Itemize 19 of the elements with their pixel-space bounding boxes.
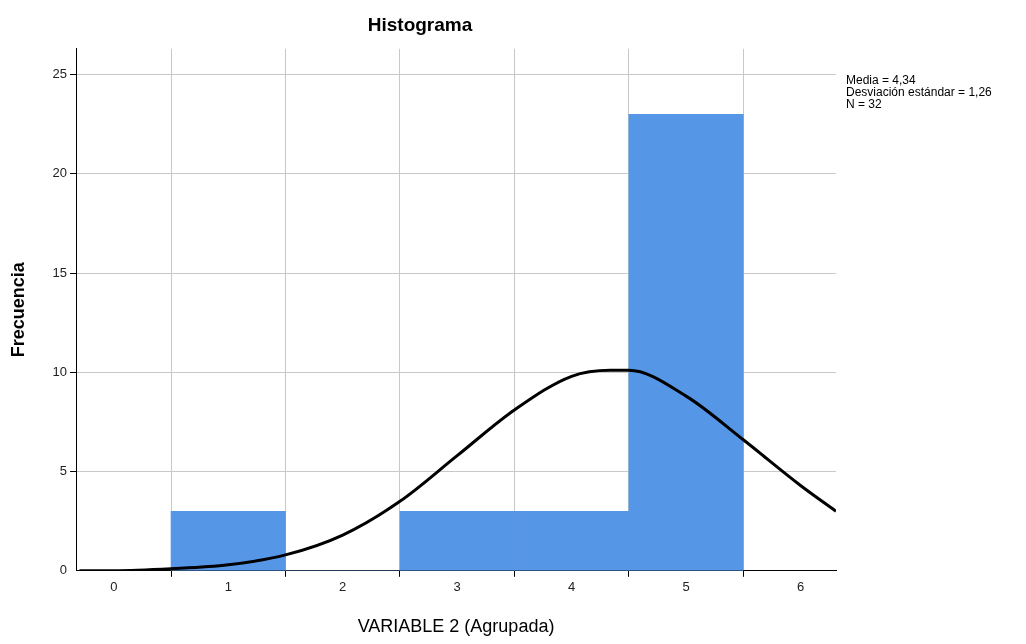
x-tick-label: 0 <box>110 579 118 595</box>
x-tick-label: 5 <box>682 579 690 595</box>
x-axis-title: VARIABLE 2 (Agrupada) <box>357 616 555 637</box>
text: Desviación estándar = 1,26 <box>846 85 993 100</box>
y-tick-label: 20 <box>52 165 68 181</box>
x-tick-label: 4 <box>568 579 576 595</box>
text: Media = 4,34 <box>846 73 917 88</box>
text: N = 32 <box>846 97 883 112</box>
y-tick-label: 5 <box>59 463 68 479</box>
y-tick-label: 10 <box>52 363 68 379</box>
x-tick-label: 2 <box>339 579 347 595</box>
y-axis-title: Frecuencia <box>7 261 28 358</box>
y-tick-label: 0 <box>59 562 68 578</box>
chart-title: Histograma <box>367 13 473 35</box>
y-tick-label: 25 <box>52 66 68 82</box>
x-tick-label: 1 <box>224 579 232 595</box>
x-tick-label: 6 <box>796 579 805 595</box>
x-tick-label: 3 <box>453 579 461 595</box>
y-tick-label: 15 <box>52 264 68 280</box>
